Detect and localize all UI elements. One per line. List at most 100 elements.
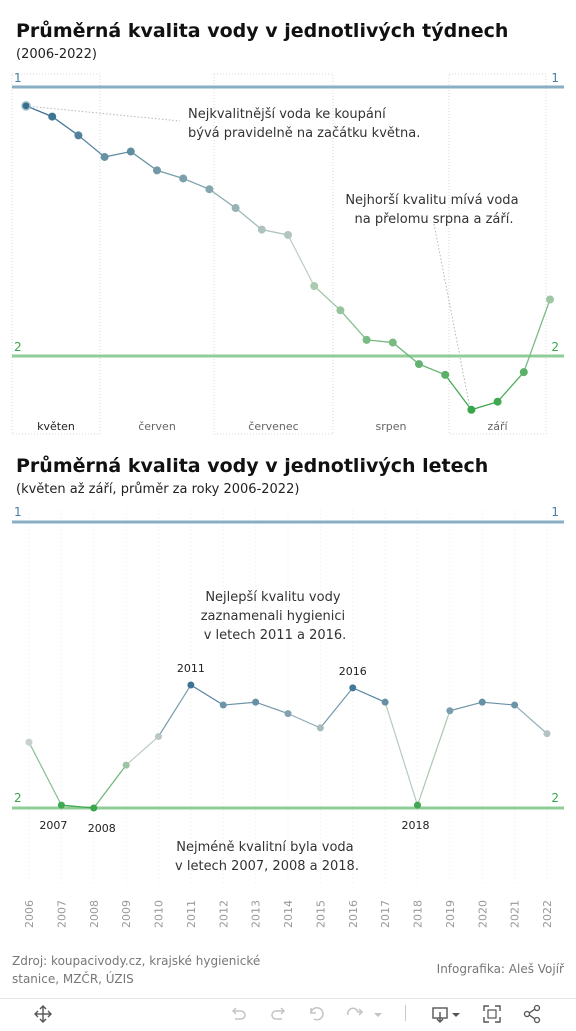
redo-icon[interactable]	[268, 1003, 290, 1025]
weekly-month-label-4[interactable]: srpen	[376, 420, 407, 433]
weekly-point-17[interactable]	[441, 370, 450, 379]
fullscreen-icon[interactable]	[481, 1003, 503, 1025]
weekly-point-14[interactable]	[362, 335, 371, 344]
yearly-point-label-2016: 2016	[339, 665, 367, 678]
weekly-line-segment-16	[418, 363, 446, 376]
yearly-x-tick-2014: 2014	[282, 900, 295, 928]
weekly-point-16[interactable]	[415, 360, 423, 369]
weekly-line-segment-9	[235, 207, 263, 231]
yearly-point-2018[interactable]	[414, 801, 421, 809]
weekly-point-3[interactable]	[74, 131, 83, 140]
move-icon[interactable]	[32, 1003, 54, 1025]
weekly-point-4[interactable]	[100, 152, 109, 161]
undo-icon[interactable]	[227, 1003, 249, 1025]
weekly-point-7[interactable]	[179, 174, 188, 183]
share-icon[interactable]	[521, 1003, 543, 1025]
yearly-line-segment-2017	[384, 702, 419, 806]
yearly-level-2-label-right: 2	[551, 791, 559, 805]
toolbar-divider	[405, 1005, 406, 1021]
download-icon[interactable]	[430, 1003, 464, 1025]
yearly-point-2022[interactable]	[543, 730, 551, 738]
weekly-point-11[interactable]	[284, 230, 292, 239]
yearly-point-2019[interactable]	[446, 707, 454, 715]
yearly-line-segment-2006	[28, 741, 62, 806]
yearly-point-2015[interactable]	[316, 724, 324, 732]
yearly-annotation-best-line-3: v letech 2011 a 2016.	[204, 628, 347, 643]
weekly-chart: 1 1 2 2 Nejkvalitnější voda ke koupání b…	[11, 71, 564, 435]
yearly-point-labels: 2007 2008 2011 2016 2018	[39, 662, 429, 835]
weekly-month-label-2[interactable]: červen	[138, 420, 176, 433]
weekly-line-segment-3	[77, 134, 106, 158]
weekly-annotation-worst: Nejhorší kvalitu mívá voda na přelomu sr…	[345, 193, 522, 227]
yearly-x-tick-2006: 2006	[23, 900, 36, 928]
weekly-level-1-label-left: 1	[14, 71, 22, 85]
weekly-month-bands	[11, 73, 547, 435]
weekly-line-segment-2	[51, 116, 79, 136]
yearly-point-label-2008: 2008	[88, 822, 116, 835]
yearly-point-2021[interactable]	[511, 701, 519, 709]
weekly-point-13[interactable]	[336, 306, 345, 315]
refresh-icon[interactable]	[344, 1003, 384, 1025]
weekly-annotation-best: Nejkvalitnější voda ke koupání bývá prav…	[188, 107, 420, 141]
yearly-x-tick-2011: 2011	[185, 900, 198, 928]
yearly-line-segment-2016	[352, 687, 386, 703]
yearly-x-tick-2015: 2015	[314, 900, 327, 928]
weekly-point-6[interactable]	[153, 166, 161, 175]
yearly-point-2016[interactable]	[349, 684, 357, 692]
weekly-line-segment-20	[523, 299, 551, 373]
weekly-point-1[interactable]	[21, 101, 31, 111]
yearly-point-2017[interactable]	[381, 698, 389, 706]
weekly-line-segment-4	[104, 150, 131, 158]
weekly-point-15[interactable]	[388, 338, 397, 347]
yearly-annotation-worst-line-2: v letech 2007, 2008 a 2018.	[175, 859, 359, 874]
yearly-point-2020[interactable]	[478, 698, 486, 706]
yearly-point-2011[interactable]	[187, 681, 195, 689]
weekly-point-9[interactable]	[231, 204, 240, 213]
yearly-point-2009[interactable]	[122, 761, 130, 769]
weekly-series-line	[25, 105, 551, 411]
weekly-point-8[interactable]	[205, 185, 214, 194]
source-note: Zdroj: koupacivody.cz, krajské hygienick…	[12, 954, 261, 986]
weekly-point-10[interactable]	[257, 225, 266, 234]
weekly-month-label-3[interactable]: červenec	[248, 420, 298, 433]
yearly-point-2014[interactable]	[284, 710, 292, 718]
weekly-point-19[interactable]	[493, 397, 502, 406]
yearly-point-2013[interactable]	[252, 698, 260, 706]
revert-icon[interactable]	[306, 1003, 328, 1025]
weekly-level-2-label-left: 2	[14, 340, 22, 354]
yearly-series-line	[28, 684, 548, 809]
weekly-month-label-5[interactable]: září	[487, 420, 508, 433]
yearly-point-2010[interactable]	[155, 733, 162, 740]
yearly-point-label-2007: 2007	[39, 819, 67, 832]
weekly-month-band-3	[213, 73, 334, 435]
yearly-line-segment-2018	[416, 710, 451, 806]
yearly-x-tick-2009: 2009	[120, 900, 133, 928]
yearly-point-2012[interactable]	[219, 701, 227, 709]
yearly-line-segment-2021	[514, 704, 548, 735]
yearly-x-tick-2022: 2022	[541, 900, 554, 928]
weekly-point-2[interactable]	[48, 112, 57, 121]
yearly-point-2006[interactable]	[25, 738, 33, 746]
yearly-line-segment-2015	[319, 687, 354, 729]
weekly-point-18[interactable]	[467, 405, 476, 414]
yearly-x-tick-2019: 2019	[444, 900, 457, 928]
yearly-x-tick-2008: 2008	[88, 900, 101, 928]
yearly-point-2007[interactable]	[57, 801, 65, 809]
yearly-point-2008[interactable]	[90, 804, 98, 812]
weekly-annotation-worst-line-2: na přelomu srpna a září.	[355, 212, 514, 227]
weekly-line-segment-10	[261, 228, 289, 236]
yearly-x-tick-2018: 2018	[412, 900, 425, 928]
yearly-chart-subtitle: (květen až září, průměr za roky 2006-202…	[16, 482, 300, 497]
yearly-line-segment-2008	[93, 764, 127, 809]
weekly-point-20[interactable]	[519, 368, 528, 377]
weekly-point-5[interactable]	[126, 147, 135, 156]
yearly-x-tick-2016: 2016	[347, 900, 360, 928]
yearly-line-segment-2007	[61, 804, 94, 809]
weekly-point-21[interactable]	[546, 295, 554, 304]
yearly-series-points	[25, 681, 551, 812]
yearly-x-tick-2017: 2017	[379, 900, 392, 928]
weekly-month-label-1[interactable]: květen	[37, 420, 75, 433]
yearly-line-segment-2012	[223, 701, 256, 706]
weekly-point-12[interactable]	[310, 282, 319, 291]
weekly-line-segment-5	[130, 151, 158, 171]
